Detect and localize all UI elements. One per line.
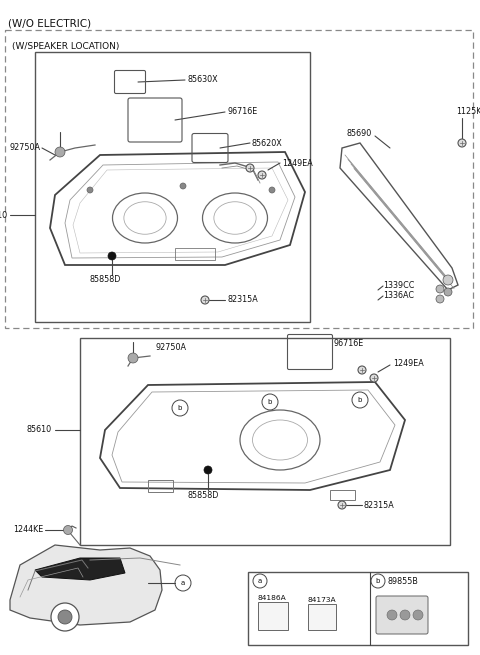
Circle shape <box>400 610 410 620</box>
Bar <box>80 338 450 545</box>
Text: (W/O ELECTRIC): (W/O ELECTRIC) <box>8 18 91 28</box>
Circle shape <box>58 610 72 624</box>
Circle shape <box>370 374 378 382</box>
Circle shape <box>358 366 366 374</box>
Bar <box>175 248 215 260</box>
Circle shape <box>269 187 275 193</box>
Text: b: b <box>268 399 272 405</box>
Text: 85620X: 85620X <box>252 138 283 147</box>
Circle shape <box>51 603 79 631</box>
Text: 1244KE: 1244KE <box>13 525 43 534</box>
Circle shape <box>387 610 397 620</box>
Text: 92750A: 92750A <box>9 143 40 153</box>
Circle shape <box>55 147 65 157</box>
Text: 84173A: 84173A <box>308 597 336 603</box>
Circle shape <box>413 610 423 620</box>
Bar <box>148 480 173 492</box>
Text: a: a <box>181 580 185 586</box>
Circle shape <box>443 275 453 285</box>
Bar <box>308 604 336 630</box>
Text: 1339CC: 1339CC <box>383 280 414 290</box>
Text: 96716E: 96716E <box>227 107 257 117</box>
Circle shape <box>63 525 72 534</box>
Bar <box>258 602 288 630</box>
Bar <box>35 52 310 322</box>
Circle shape <box>128 353 138 363</box>
Text: 1336AC: 1336AC <box>383 291 414 301</box>
Text: 89855B: 89855B <box>388 576 419 586</box>
Circle shape <box>458 139 466 147</box>
Text: 96716E: 96716E <box>334 339 364 348</box>
Text: a: a <box>258 578 262 584</box>
Circle shape <box>436 295 444 303</box>
Text: b: b <box>178 405 182 411</box>
Text: 82315A: 82315A <box>364 500 395 510</box>
Text: 1249EA: 1249EA <box>282 159 313 168</box>
Circle shape <box>204 466 212 474</box>
Circle shape <box>180 183 186 189</box>
Text: 85610: 85610 <box>27 426 52 434</box>
Circle shape <box>201 296 209 304</box>
Text: 85690: 85690 <box>347 130 372 138</box>
Bar <box>330 490 355 500</box>
Text: 85858D: 85858D <box>188 491 219 500</box>
Text: 84186A: 84186A <box>258 595 287 601</box>
Text: (W/SPEAKER LOCATION): (W/SPEAKER LOCATION) <box>12 42 120 51</box>
Text: 85630X: 85630X <box>187 75 217 84</box>
Polygon shape <box>35 558 125 580</box>
Circle shape <box>87 187 93 193</box>
Bar <box>5 30 473 328</box>
Text: 1125KB: 1125KB <box>456 107 480 117</box>
Text: b: b <box>376 578 380 584</box>
Text: 1249EA: 1249EA <box>393 360 424 369</box>
Circle shape <box>258 171 266 179</box>
Circle shape <box>338 501 346 509</box>
Polygon shape <box>10 545 162 625</box>
Circle shape <box>108 252 116 260</box>
Circle shape <box>246 164 254 172</box>
Circle shape <box>436 285 444 293</box>
Text: 82315A: 82315A <box>227 295 258 305</box>
Circle shape <box>444 288 452 296</box>
Text: 85858D: 85858D <box>90 276 121 284</box>
Bar <box>248 572 468 645</box>
Text: 85610: 85610 <box>0 210 8 219</box>
Text: 92750A: 92750A <box>155 343 186 352</box>
Text: b: b <box>358 397 362 403</box>
FancyBboxPatch shape <box>376 596 428 634</box>
